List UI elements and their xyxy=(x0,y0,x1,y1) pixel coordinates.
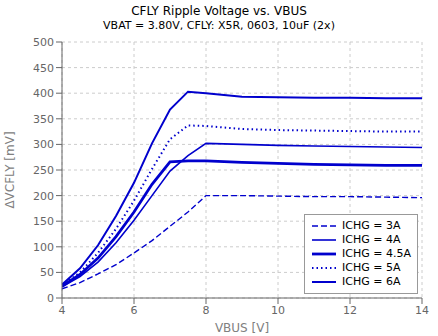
svg-text:100: 100 xyxy=(33,241,54,254)
html-text:ICHG = 5A: ICHG = 5A xyxy=(342,261,401,274)
svg-text:150: 150 xyxy=(33,215,54,228)
svg-text:12: 12 xyxy=(343,304,357,317)
svg-text:450: 450 xyxy=(33,62,54,75)
svg-text:10: 10 xyxy=(271,304,285,317)
html-text:VBAT = 3.80V, CFLY: X5R, 0603,: VBAT = 3.80V, CFLY: X5R, 0603, 10uF (2x) xyxy=(103,19,335,32)
html-text:ICHG = 4.5A: ICHG = 4.5A xyxy=(342,247,411,260)
svg-text:500: 500 xyxy=(33,36,54,49)
svg-text:300: 300 xyxy=(33,138,54,151)
svg-text:VBUS [V]: VBUS [V] xyxy=(215,321,269,335)
html-text:ICHG = 4A: ICHG = 4A xyxy=(342,233,401,246)
svg-text:400: 400 xyxy=(33,87,54,100)
svg-text:350: 350 xyxy=(33,113,54,126)
svg-text:0: 0 xyxy=(47,292,54,305)
svg-text:8: 8 xyxy=(203,304,210,317)
html-text:ICHG = 3A: ICHG = 3A xyxy=(342,219,401,232)
svg-text:50: 50 xyxy=(40,266,54,279)
svg-text:ΔVCFLY [mV]: ΔVCFLY [mV] xyxy=(8,131,17,208)
html-text:ICHG = 6A: ICHG = 6A xyxy=(342,275,401,288)
svg-text:250: 250 xyxy=(33,164,54,177)
svg-text:6: 6 xyxy=(131,304,138,317)
svg-text:200: 200 xyxy=(33,190,54,203)
svg-text:4: 4 xyxy=(59,304,66,317)
svg-text:14: 14 xyxy=(415,304,429,317)
html-text:CFLY Ripple Voltage vs. VBUS: CFLY Ripple Voltage vs. VBUS xyxy=(131,4,307,18)
